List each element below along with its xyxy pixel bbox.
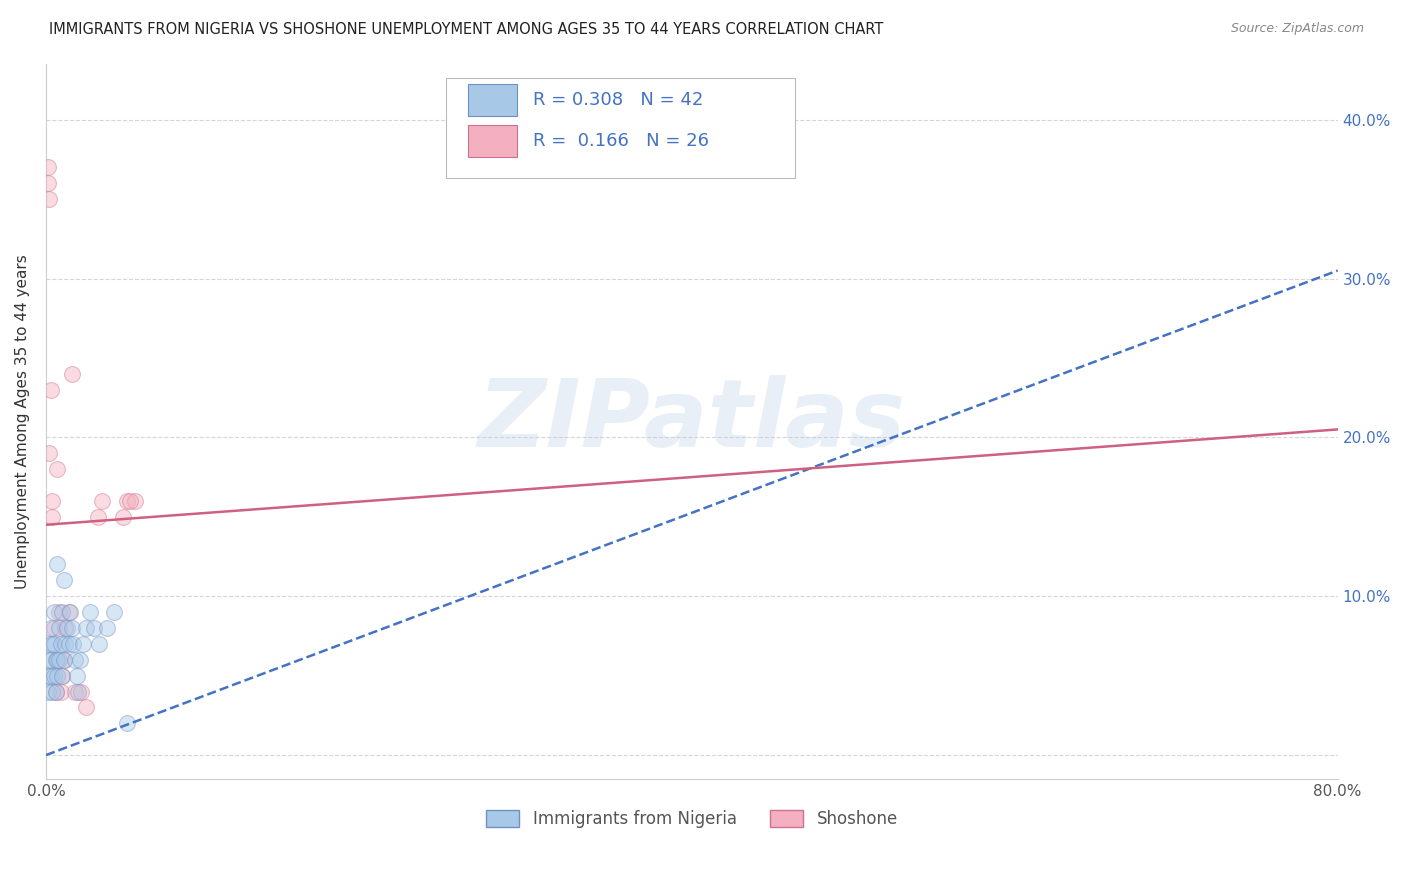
Point xyxy=(69,653,91,667)
Point xyxy=(41,684,63,698)
Point xyxy=(48,621,70,635)
FancyBboxPatch shape xyxy=(446,78,796,178)
Point xyxy=(62,637,84,651)
Point xyxy=(115,716,138,731)
Point xyxy=(39,668,62,682)
Point xyxy=(56,621,79,635)
Point xyxy=(48,605,70,619)
Point xyxy=(52,653,75,667)
Text: ZIPatlas: ZIPatlas xyxy=(478,376,905,467)
Point xyxy=(75,621,97,635)
Point xyxy=(39,621,62,635)
Bar xyxy=(468,84,517,116)
Point xyxy=(45,684,67,698)
Point xyxy=(42,605,65,619)
Point xyxy=(63,653,86,667)
Point xyxy=(60,367,83,381)
Point xyxy=(112,509,135,524)
Point xyxy=(46,558,69,572)
Legend: Immigrants from Nigeria, Shoshone: Immigrants from Nigeria, Shoshone xyxy=(479,804,904,835)
Point xyxy=(115,494,138,508)
Point xyxy=(38,192,60,206)
Point xyxy=(91,494,114,508)
Text: R =  0.166   N = 26: R = 0.166 N = 26 xyxy=(533,132,709,150)
Y-axis label: Unemployment Among Ages 35 to 44 years: Unemployment Among Ages 35 to 44 years xyxy=(15,254,30,589)
Point xyxy=(37,653,59,667)
Point xyxy=(42,621,65,635)
Point xyxy=(51,668,73,682)
Point xyxy=(86,509,108,524)
Point xyxy=(49,684,72,698)
Point xyxy=(38,446,60,460)
Point xyxy=(42,637,65,651)
Point xyxy=(52,653,75,667)
Point xyxy=(60,621,83,635)
Point xyxy=(70,684,93,698)
Point xyxy=(46,653,69,667)
Point xyxy=(67,684,90,698)
Point xyxy=(39,653,62,667)
Point xyxy=(66,668,89,682)
Text: Source: ZipAtlas.com: Source: ZipAtlas.com xyxy=(1230,22,1364,36)
Point xyxy=(45,684,67,698)
Point xyxy=(41,509,63,524)
Text: R = 0.308   N = 42: R = 0.308 N = 42 xyxy=(533,91,703,109)
Point xyxy=(41,637,63,651)
Point xyxy=(58,605,80,619)
Point xyxy=(45,653,67,667)
Point xyxy=(37,161,59,175)
Point xyxy=(118,494,141,508)
Point xyxy=(42,668,65,682)
Point xyxy=(46,462,69,476)
Point xyxy=(58,637,80,651)
Bar xyxy=(468,125,517,157)
Point xyxy=(48,653,70,667)
Point xyxy=(59,605,82,619)
Text: IMMIGRANTS FROM NIGERIA VS SHOSHONE UNEMPLOYMENT AMONG AGES 35 TO 44 YEARS CORRE: IMMIGRANTS FROM NIGERIA VS SHOSHONE UNEM… xyxy=(49,22,883,37)
Point xyxy=(38,668,60,682)
Point xyxy=(89,637,111,651)
Point xyxy=(75,700,97,714)
Point xyxy=(96,621,118,635)
Point xyxy=(38,637,60,651)
Point xyxy=(79,605,101,619)
Point xyxy=(83,621,105,635)
Point xyxy=(72,637,94,651)
Point xyxy=(37,684,59,698)
Point xyxy=(46,668,69,682)
Point xyxy=(103,605,125,619)
Point xyxy=(41,494,63,508)
Point xyxy=(63,684,86,698)
Point xyxy=(52,574,75,588)
Point xyxy=(53,637,76,651)
Point xyxy=(53,621,76,635)
Point xyxy=(124,494,146,508)
Point xyxy=(51,605,73,619)
Point xyxy=(37,176,59,190)
Point xyxy=(39,383,62,397)
Point xyxy=(51,668,73,682)
Point xyxy=(49,637,72,651)
